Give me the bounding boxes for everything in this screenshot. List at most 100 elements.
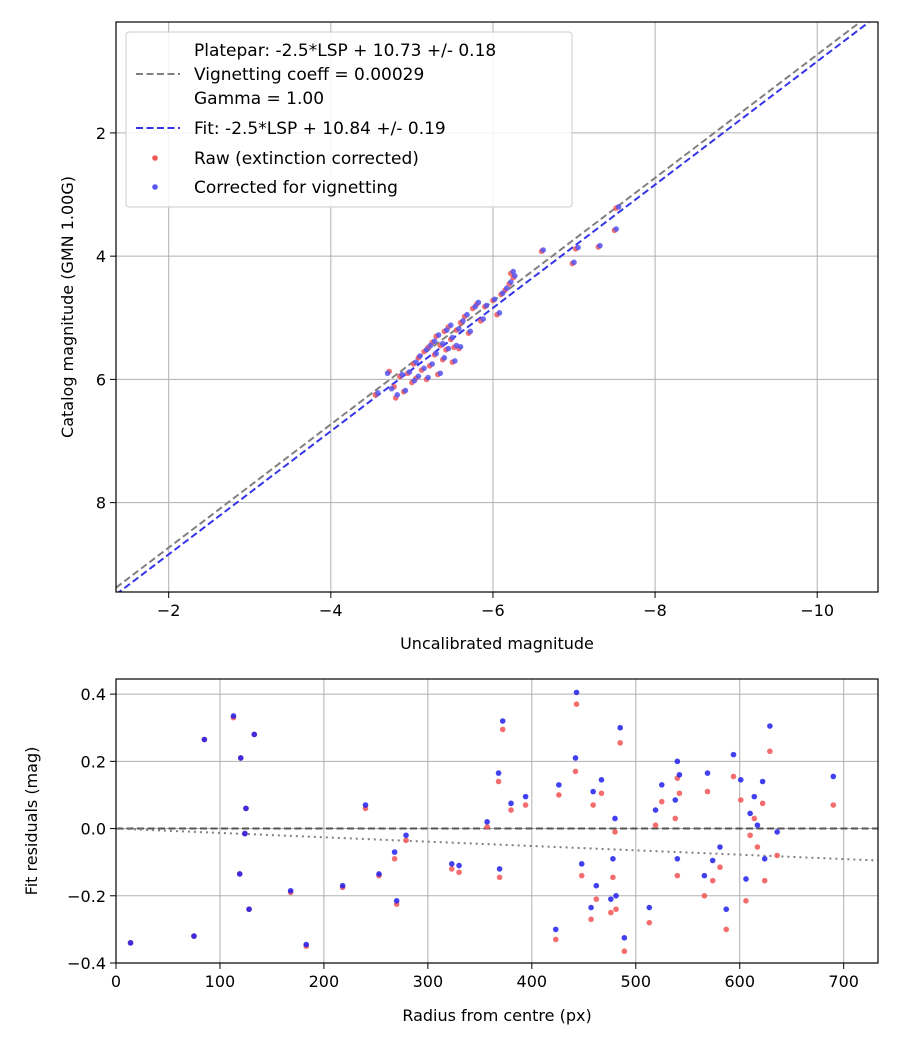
raw-point — [767, 748, 773, 755]
raw-point — [610, 874, 616, 881]
corrected-point — [672, 797, 679, 803]
y-tick-label: 0.0 — [81, 820, 106, 839]
corrected-point — [496, 866, 503, 872]
corrected-point — [236, 871, 243, 877]
corrected-point — [417, 353, 423, 359]
raw-point — [761, 877, 768, 884]
raw-point — [751, 815, 758, 822]
line-fit — [117, 22, 871, 592]
legend-raw-marker — [152, 155, 158, 161]
top-y-axis-label: Catalog magnitude (GMN 1.00G) — [58, 176, 77, 438]
raw-point — [391, 856, 398, 862]
x-tick-label: 600 — [724, 972, 755, 991]
corrected-point — [230, 713, 237, 719]
corrected-point — [575, 244, 581, 251]
corrected-point — [830, 773, 837, 780]
corrected-point — [709, 857, 716, 864]
corrected-point — [457, 343, 464, 350]
corrected-point — [237, 755, 244, 761]
raw-point — [573, 701, 580, 708]
raw-point — [590, 802, 596, 808]
corrected-point — [246, 906, 252, 913]
raw-point — [403, 837, 409, 844]
corrected-point — [287, 887, 294, 894]
corrected-point — [399, 371, 405, 378]
corrected-point — [467, 328, 474, 335]
corrected-point — [452, 358, 458, 364]
corrected-point — [441, 355, 448, 361]
corrected-point — [613, 226, 619, 232]
corrected-point — [658, 782, 665, 788]
corrected-point — [761, 856, 768, 862]
corrected-point — [429, 361, 435, 367]
raw-point — [743, 898, 749, 904]
y-tick-label: 8 — [96, 494, 106, 513]
corrected-point — [460, 318, 466, 324]
bottom-plot-area — [116, 679, 878, 963]
corrected-point — [201, 736, 208, 743]
corrected-point — [456, 326, 462, 332]
raw-point — [448, 866, 455, 872]
raw-point — [588, 916, 594, 923]
corrected-point — [411, 377, 418, 384]
raw-point — [737, 797, 744, 803]
raw-point — [613, 906, 619, 913]
corrected-point — [615, 204, 622, 210]
corrected-point — [774, 829, 780, 835]
raw-point — [709, 877, 716, 884]
raw-point — [730, 773, 737, 780]
raw-point — [484, 824, 490, 830]
raw-point — [652, 822, 659, 829]
x-tick-label: 400 — [517, 972, 548, 991]
corrected-point — [674, 856, 681, 862]
corrected-point — [484, 819, 490, 825]
legend-corrected-marker — [152, 184, 158, 190]
corrected-point — [480, 316, 487, 322]
x-tick-label: −10 — [800, 601, 834, 620]
corrected-point — [701, 872, 708, 879]
corrected-point — [593, 882, 600, 889]
raw-point — [621, 948, 628, 955]
corrected-point — [674, 758, 681, 765]
corrected-point — [191, 933, 197, 939]
corrected-point — [652, 807, 659, 813]
raw-point — [747, 832, 753, 839]
raw-point — [556, 792, 562, 798]
corrected-point — [499, 718, 506, 724]
corrected-point — [751, 793, 758, 800]
raw-point — [608, 909, 614, 916]
corrected-point — [508, 800, 514, 807]
corrected-point — [496, 310, 503, 316]
legend-corrected-label: Corrected for vignetting — [194, 178, 398, 198]
corrected-point — [491, 296, 498, 303]
corrected-point — [617, 724, 623, 731]
x-tick-label: 0 — [111, 972, 121, 991]
corrected-point — [522, 793, 529, 800]
corrected-point — [704, 770, 711, 776]
corrected-point — [427, 342, 434, 349]
corrected-point — [243, 805, 249, 812]
raw-point — [578, 872, 585, 879]
corrected-point — [439, 340, 446, 347]
raw-point — [552, 936, 559, 943]
raw-point — [676, 790, 683, 797]
corrected-point — [362, 802, 369, 808]
corrected-point — [495, 770, 502, 776]
corrected-point — [303, 941, 310, 948]
corrected-point — [723, 906, 730, 913]
raw-point — [646, 919, 653, 926]
corrected-point — [571, 259, 577, 266]
corrected-point — [621, 934, 628, 941]
x-tick-label: 100 — [205, 972, 236, 991]
corrected-point — [754, 822, 761, 829]
corrected-point — [393, 898, 400, 904]
y-tick-label: 2 — [96, 124, 106, 143]
corrected-point — [540, 247, 547, 253]
y-tick-label: −0.2 — [67, 887, 106, 906]
legend-fit-label: Fit: -2.5*LSP + 10.84 +/- 0.19 — [194, 119, 446, 139]
corrected-point — [743, 876, 749, 882]
corrected-point — [503, 285, 510, 292]
raw-point — [701, 892, 708, 899]
raw-point — [674, 872, 681, 879]
top-plot-frame — [115, 21, 879, 593]
